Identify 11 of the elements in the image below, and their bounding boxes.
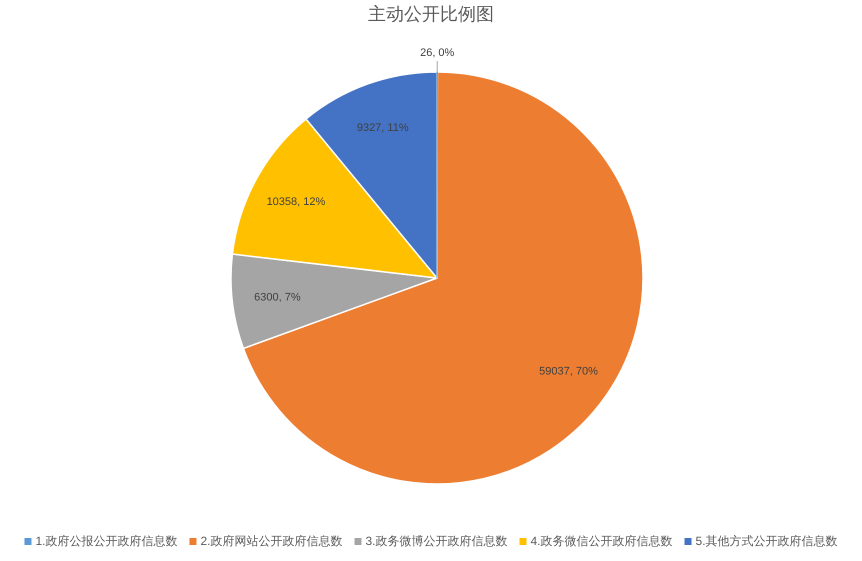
data-label: 59037, 70% <box>539 365 598 378</box>
data-label: 26, 0% <box>420 47 455 59</box>
data-label: 9327, 11% <box>356 122 409 134</box>
legend-label: 5.其他方式公开政府信息数 <box>696 534 838 548</box>
data-label: 10358, 12% <box>266 196 326 208</box>
chart-title: 主动公开比例图 <box>368 4 494 24</box>
legend-label: 2.政府网站公开政府信息数 <box>200 534 342 548</box>
legend-label: 4.政务微信公开政府信息数 <box>530 534 673 548</box>
legend-label: 3.政务微博公开政府信息数 <box>365 534 508 548</box>
data-label: 6300, 7% <box>254 292 301 304</box>
legend-label: 1.政府公报公开政府信息数 <box>35 534 178 548</box>
